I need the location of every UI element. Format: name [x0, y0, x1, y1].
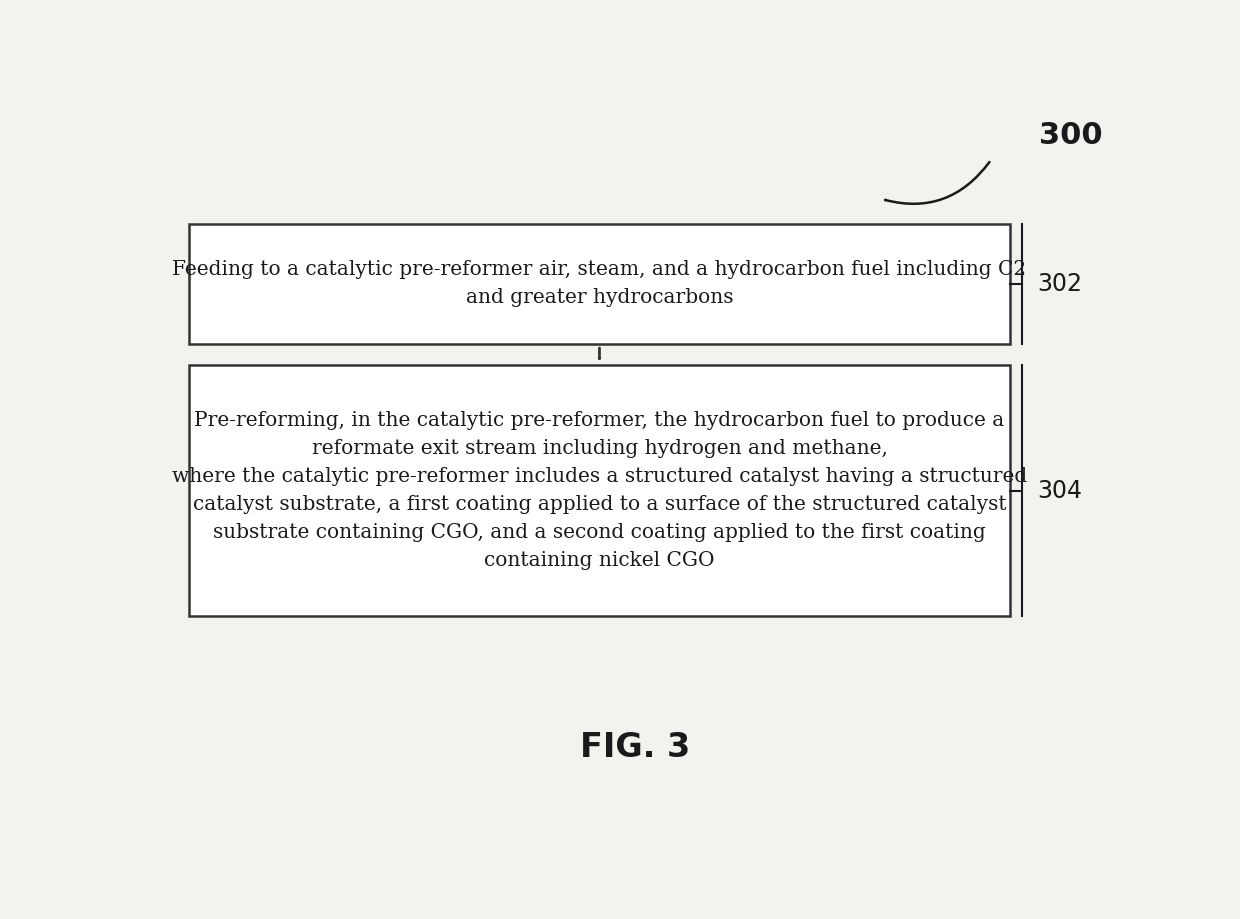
FancyBboxPatch shape [188, 365, 1011, 617]
FancyBboxPatch shape [188, 223, 1011, 344]
Text: 304: 304 [1037, 479, 1083, 503]
Text: 302: 302 [1037, 272, 1083, 296]
Text: Feeding to a catalytic pre-reformer air, steam, and a hydrocarbon fuel including: Feeding to a catalytic pre-reformer air,… [172, 260, 1027, 307]
Text: Pre-reforming, in the catalytic pre-reformer, the hydrocarbon fuel to produce a
: Pre-reforming, in the catalytic pre-refo… [172, 411, 1027, 570]
Text: 300: 300 [1039, 120, 1102, 150]
Text: FIG. 3: FIG. 3 [580, 731, 691, 764]
